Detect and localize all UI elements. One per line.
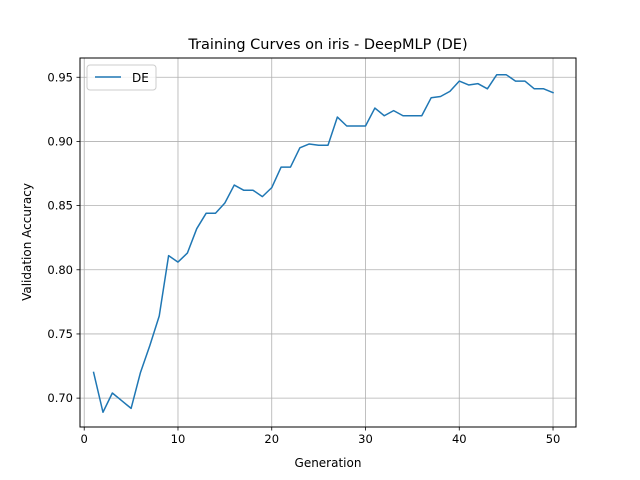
y-tick-label: 0.70 bbox=[47, 391, 73, 405]
x-tick-label: 40 bbox=[452, 432, 467, 446]
y-tick-label: 0.90 bbox=[47, 134, 73, 148]
series-layer bbox=[92, 73, 555, 413]
x-axis-label: Generation bbox=[295, 456, 362, 470]
x-tick-label: 50 bbox=[546, 432, 561, 446]
y-tick-label: 0.85 bbox=[47, 199, 73, 213]
chart-title: Training Curves on iris - DeepMLP (DE) bbox=[187, 37, 467, 53]
y-axis-label: Validation Accuracy bbox=[20, 183, 34, 301]
legend-box bbox=[86, 64, 157, 91]
y-axis-ticks: 0.70 0.75 0.80 0.85 0.90 0.95 bbox=[47, 70, 80, 405]
legend: DE bbox=[86, 64, 157, 91]
x-tick-label: 30 bbox=[358, 432, 373, 446]
y-tick-label: 0.80 bbox=[47, 263, 73, 277]
series-line-de bbox=[92, 73, 555, 413]
x-tick-label: 20 bbox=[264, 432, 279, 446]
legend-label: DE bbox=[132, 71, 149, 85]
x-tick-label: 0 bbox=[81, 432, 88, 446]
x-axis-ticks: 0 10 20 30 40 50 bbox=[81, 427, 561, 446]
y-tick-label: 0.75 bbox=[47, 327, 73, 341]
x-tick-label: 10 bbox=[171, 432, 186, 446]
plot-area-frame bbox=[79, 57, 577, 428]
grid-lines bbox=[80, 58, 576, 427]
y-tick-label: 0.95 bbox=[47, 70, 73, 84]
